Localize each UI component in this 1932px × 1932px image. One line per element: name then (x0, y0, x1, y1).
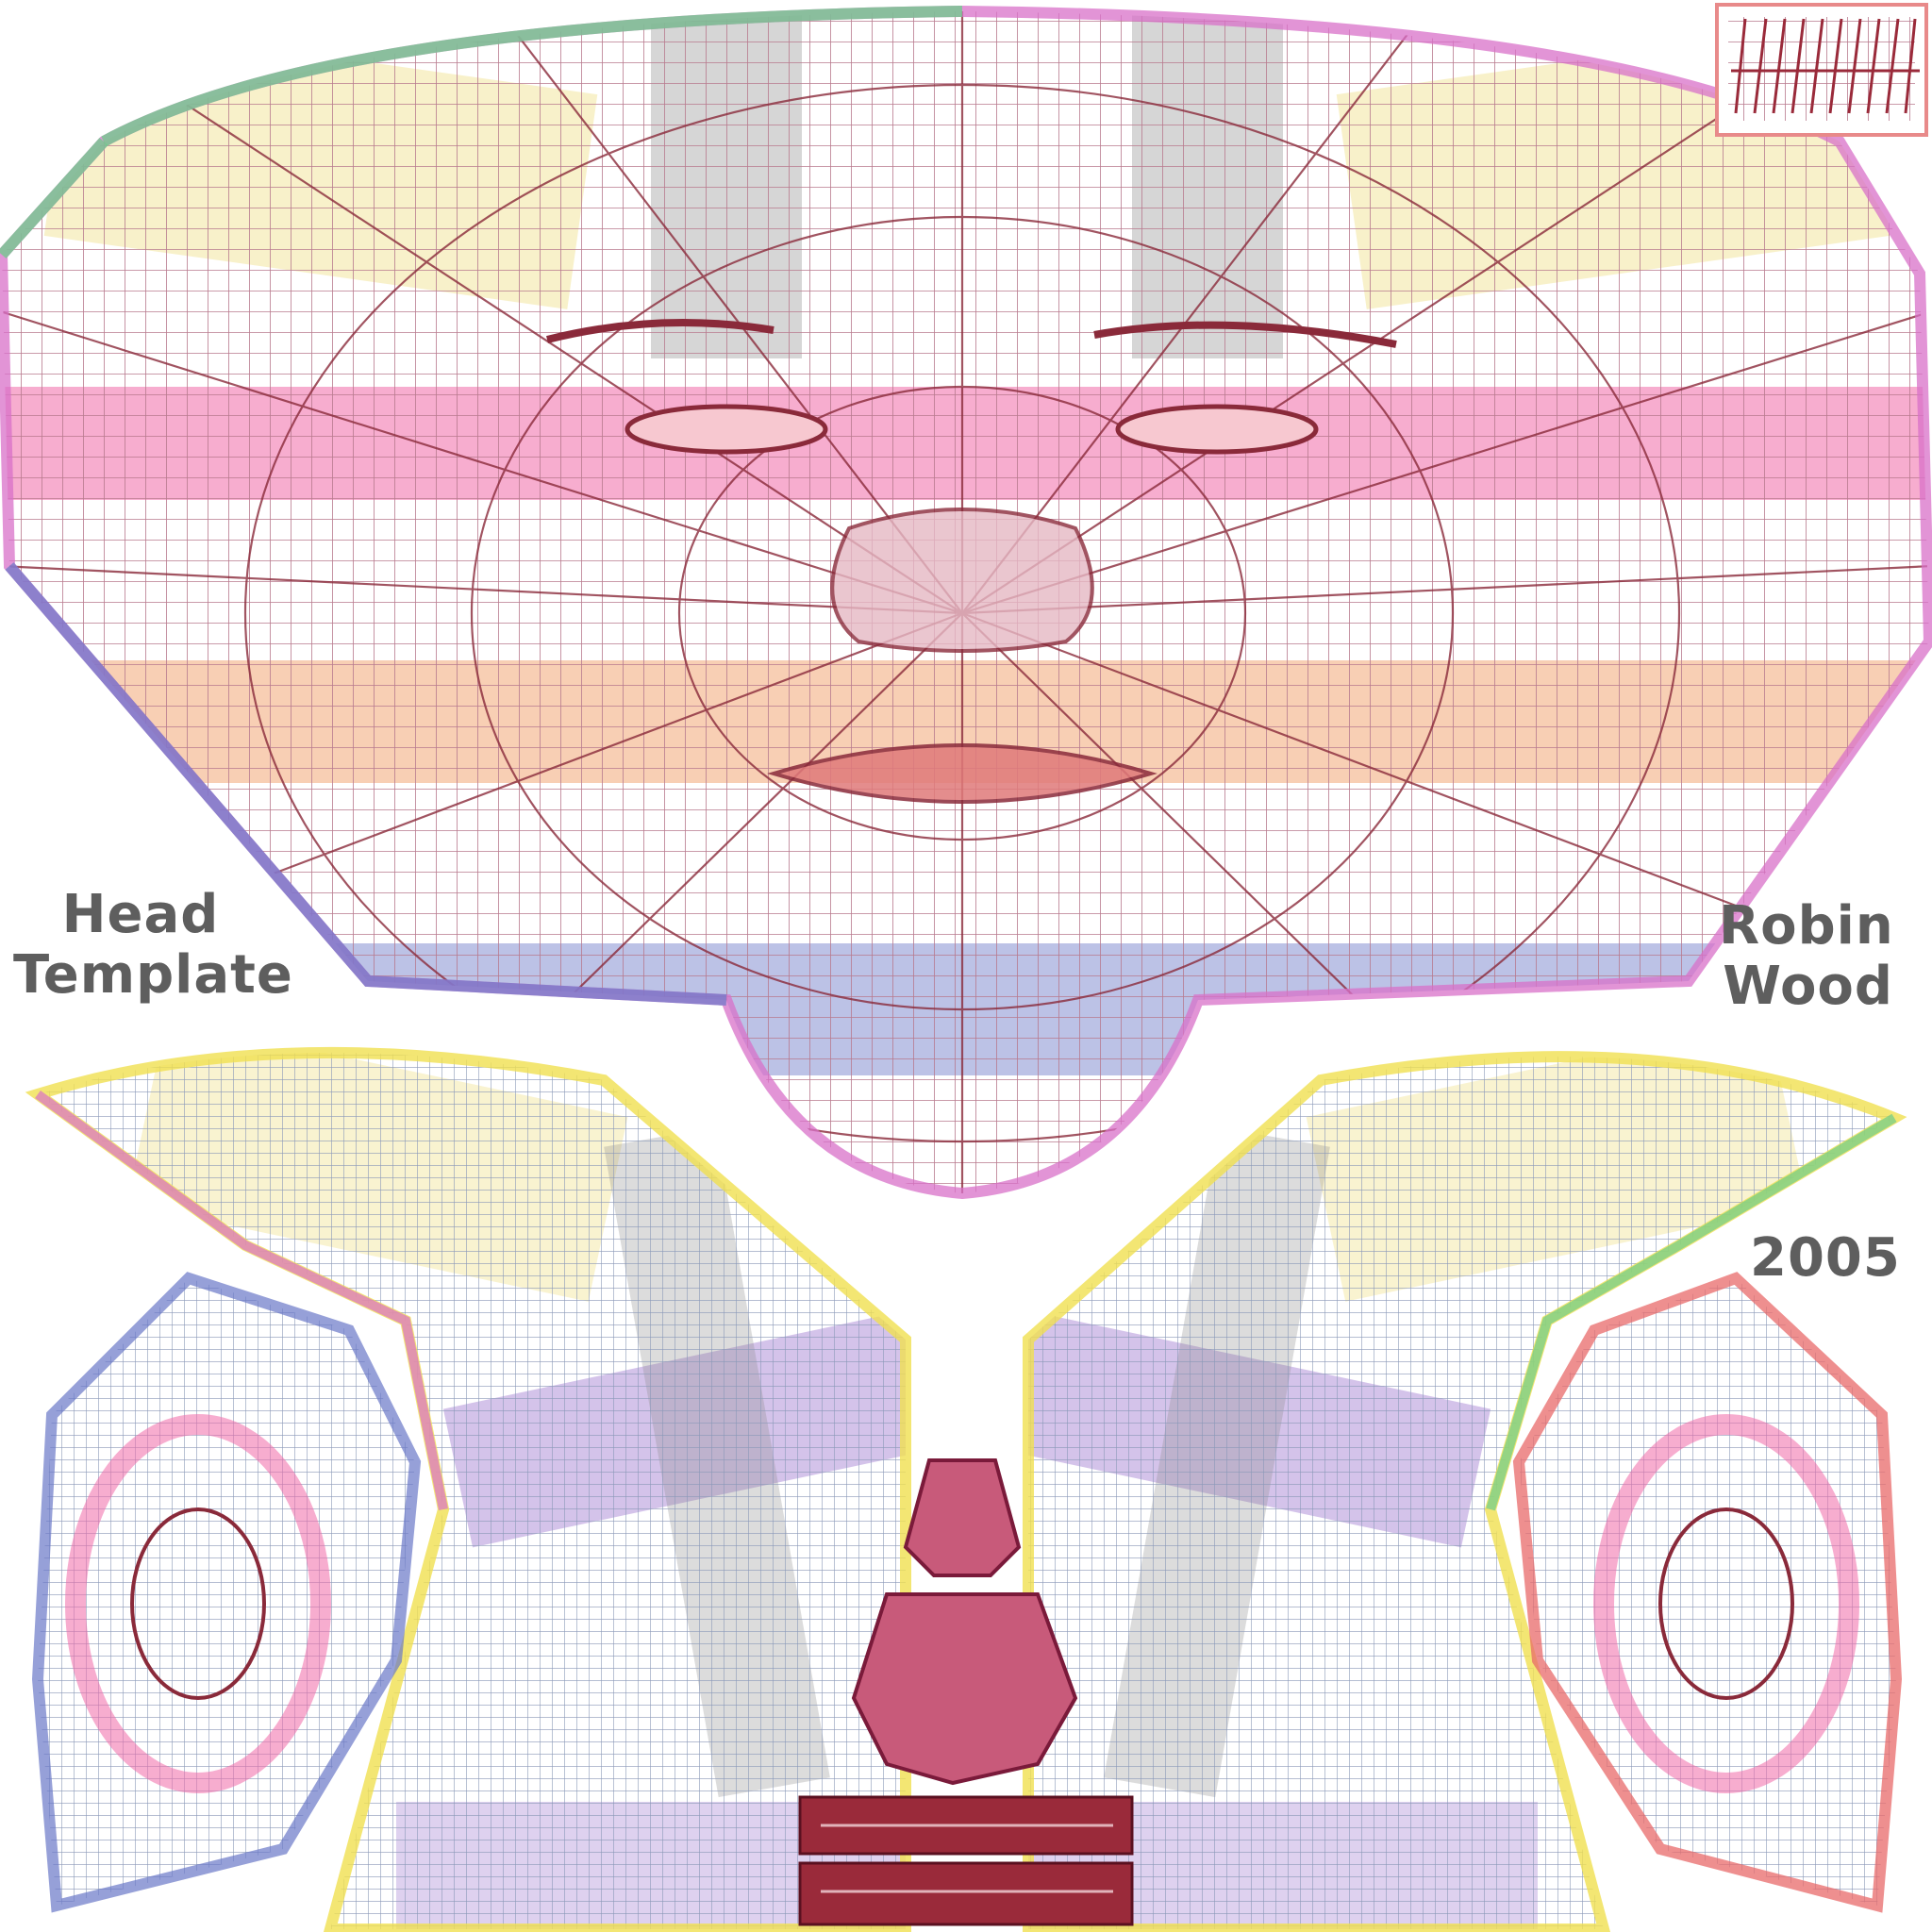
mouth-interior-pieces (798, 1458, 1134, 1926)
right-side-outline (1023, 1051, 1907, 1932)
teeth-lower (798, 1861, 1134, 1926)
left-side-outline (25, 1046, 911, 1932)
mouth (767, 743, 1158, 804)
nose (830, 508, 1094, 653)
template-title-label: Head Template (13, 884, 293, 1007)
right-eye (1115, 404, 1319, 455)
year-label: 2005 (1750, 1227, 1901, 1289)
eyelash-strip (1715, 3, 1928, 137)
left-ear-uv-shell (31, 1272, 422, 1913)
face-uv-shell (0, 5, 1932, 1200)
author-label: Robin Wood (1719, 895, 1894, 1018)
template-title-line2: Template (13, 944, 293, 1007)
template-title-line1: Head (61, 884, 220, 945)
author-line2: Wood (1723, 956, 1893, 1018)
tongue-tip-shell (903, 1458, 1022, 1577)
right-eyebrow (1093, 321, 1397, 348)
left-eyebrow (546, 319, 774, 343)
right-ear-outline (1512, 1272, 1903, 1913)
author-line1: Robin (1719, 895, 1894, 957)
left-ear-outline (31, 1272, 422, 1913)
tongue-shell (851, 1592, 1078, 1786)
left-eye (625, 404, 828, 455)
